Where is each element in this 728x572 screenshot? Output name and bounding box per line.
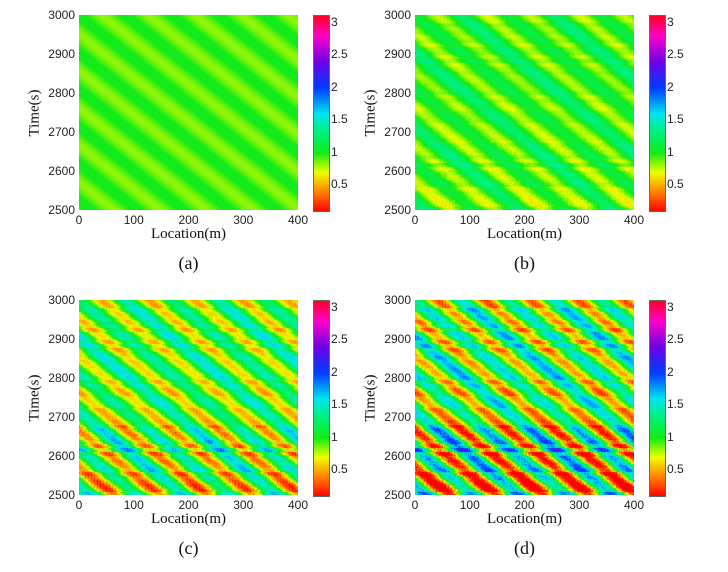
y-tick-label: 2900 <box>48 332 75 346</box>
y-tick-label: 2700 <box>48 410 75 424</box>
y-tick-label: 2700 <box>384 125 411 139</box>
y-tick-label: 2800 <box>384 86 411 100</box>
colorbar <box>649 300 666 497</box>
colorbar <box>313 15 330 212</box>
x-tick-label: 0 <box>75 498 83 512</box>
colorbar-tick-label: 1.5 <box>667 112 684 126</box>
y-tick-label: 3000 <box>48 8 75 22</box>
x-tick-label: 100 <box>123 213 144 227</box>
y-tick-label: 3000 <box>48 293 75 307</box>
y-axis-label: Time(s) <box>362 89 379 136</box>
y-tick-label: 2600 <box>384 164 411 178</box>
y-tick-label: 2900 <box>384 47 411 61</box>
y-tick-label: 2700 <box>48 125 75 139</box>
x-tick-label: 0 <box>75 213 83 227</box>
y-tick-label: 3000 <box>384 293 411 307</box>
y-tick-label: 2600 <box>48 164 75 178</box>
y-tick-label: 2900 <box>384 332 411 346</box>
x-tick-label: 300 <box>233 213 254 227</box>
colorbar-tick-label: 2.5 <box>331 47 348 61</box>
x-tick-label: 400 <box>623 213 645 227</box>
heatmap-canvas <box>79 300 298 495</box>
heatmap-canvas <box>415 300 634 495</box>
y-axis-label: Time(s) <box>362 374 379 421</box>
x-axis-label: Location(m) <box>487 226 562 242</box>
colorbar-tick-label: 0.5 <box>331 177 348 191</box>
colorbar-tick-label: 2 <box>331 364 338 379</box>
colorbar-tick-label: 1 <box>667 429 674 444</box>
x-tick-label: 300 <box>569 213 590 227</box>
heatmap-canvas <box>79 15 298 210</box>
colorbar-tick-label: 2 <box>667 79 674 94</box>
y-tick-label: 2700 <box>384 410 411 424</box>
x-tick-label: 400 <box>623 498 645 512</box>
x-tick-label: 300 <box>233 498 254 512</box>
heatmap-canvas <box>415 15 634 210</box>
x-tick-label: 200 <box>178 498 199 512</box>
x-tick-label: 100 <box>459 498 480 512</box>
x-axis-label: Location(m) <box>487 511 562 527</box>
colorbar-tick-label: 3 <box>331 14 338 29</box>
colorbar-tick-label: 3 <box>331 299 338 314</box>
colorbar-tick-label: 0.5 <box>331 462 348 476</box>
y-tick-label: 2800 <box>48 371 75 385</box>
colorbar-tick-label: 1 <box>331 429 338 444</box>
y-tick-label: 2600 <box>384 449 411 463</box>
y-axis-label: Time(s) <box>26 374 43 421</box>
y-tick-label: 2800 <box>384 371 411 385</box>
colorbar-tick-label: 2.5 <box>667 332 684 346</box>
x-tick-label: 0 <box>411 498 419 512</box>
y-tick-label: 2600 <box>48 449 75 463</box>
panel-label: (d) <box>514 538 535 558</box>
colorbar-tick-label: 3 <box>667 299 674 314</box>
colorbar-tick-label: 0.5 <box>667 177 684 191</box>
colorbar-tick-label: 2.5 <box>667 47 684 61</box>
x-tick-label: 400 <box>287 213 309 227</box>
colorbar-tick-label: 1.5 <box>331 397 348 411</box>
colorbar-tick-label: 2.5 <box>331 332 348 346</box>
y-axis-label: Time(s) <box>26 89 43 136</box>
y-tick-label: 3000 <box>384 8 411 22</box>
colorbar <box>313 300 330 497</box>
x-axis-label: Location(m) <box>151 226 226 242</box>
x-tick-label: 100 <box>459 213 480 227</box>
colorbar <box>649 15 666 212</box>
x-tick-label: 100 <box>123 498 144 512</box>
x-tick-label: 400 <box>287 498 309 512</box>
colorbar-tick-label: 2 <box>331 79 338 94</box>
colorbar-tick-label: 1 <box>667 144 674 159</box>
x-tick-label: 0 <box>411 213 419 227</box>
x-axis-label: Location(m) <box>151 511 226 527</box>
colorbar-tick-label: 1.5 <box>667 397 684 411</box>
x-tick-label: 200 <box>514 498 535 512</box>
y-tick-label: 2800 <box>48 86 75 100</box>
colorbar-tick-label: 0.5 <box>667 462 684 476</box>
colorbar-tick-label: 1 <box>331 144 338 159</box>
y-tick-label: 2500 <box>48 203 75 217</box>
x-tick-label: 300 <box>569 498 590 512</box>
panel-label: (a) <box>178 253 199 273</box>
panel-label: (c) <box>178 538 199 558</box>
y-tick-label: 2500 <box>384 203 411 217</box>
x-tick-label: 200 <box>514 213 535 227</box>
x-tick-label: 200 <box>178 213 199 227</box>
colorbar-tick-label: 3 <box>667 14 674 29</box>
y-tick-label: 2500 <box>384 488 411 502</box>
y-tick-label: 2900 <box>48 47 75 61</box>
colorbar-tick-label: 1.5 <box>331 112 348 126</box>
colorbar-tick-label: 2 <box>667 364 674 379</box>
panel-label: (b) <box>514 253 535 273</box>
y-tick-label: 2500 <box>48 488 75 502</box>
